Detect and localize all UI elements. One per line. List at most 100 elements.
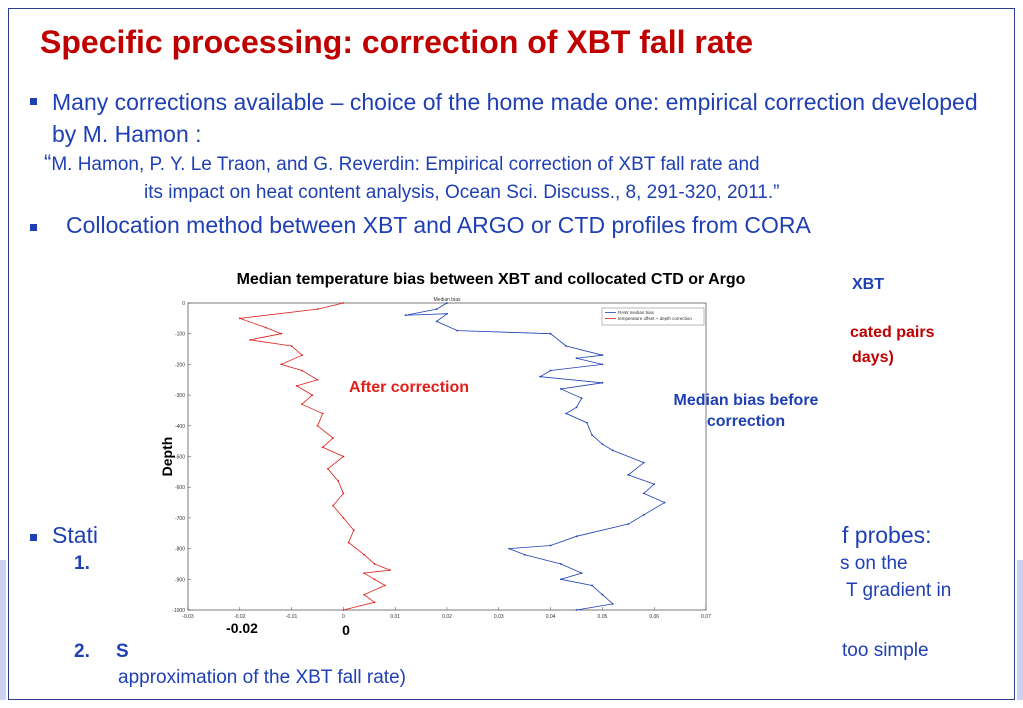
series-point xyxy=(373,578,376,581)
y-tick-label: -400 xyxy=(175,424,185,430)
y-axis-label: Depth xyxy=(159,437,175,477)
series-point xyxy=(264,326,267,329)
y-tick-label: -900 xyxy=(175,577,185,583)
item-2-initial: S xyxy=(116,641,129,662)
series-point xyxy=(663,501,666,504)
series-point xyxy=(326,467,329,470)
bias-chart: Median bias -0.03 -0.02 -0.01 0 0.01 0.02 0.03 0… xyxy=(159,297,711,638)
series-point xyxy=(342,609,345,611)
y-tick-label: -300 xyxy=(175,393,185,399)
big-xlabel-zero: 0 xyxy=(342,622,350,638)
series-point xyxy=(373,563,376,565)
series-point xyxy=(580,572,583,575)
y-tick-label: -700 xyxy=(175,516,185,522)
series-point xyxy=(321,446,324,449)
bullet-corrections: Many corrections available – choice of t… xyxy=(52,89,978,147)
series-point xyxy=(363,572,366,575)
item-2-continuation: approximation of the XBT fall rate) xyxy=(118,667,406,688)
series-point xyxy=(627,523,630,525)
y-tick-label: -500 xyxy=(175,455,185,461)
series-point xyxy=(435,320,438,323)
series-point xyxy=(280,332,283,335)
bullet-marker xyxy=(30,534,37,541)
series-point xyxy=(565,412,568,415)
series-point xyxy=(601,354,604,357)
big-xlabel-minus: -0.02 xyxy=(226,620,258,636)
series-point xyxy=(565,345,568,347)
x-tick-label: 0.04 xyxy=(546,614,556,620)
legend-box xyxy=(601,307,705,326)
series-point xyxy=(435,308,438,311)
x-tick-label: 0.02 xyxy=(442,614,452,620)
series-point xyxy=(280,363,283,366)
fragment-gradient: T gradient in xyxy=(846,580,952,601)
series-point xyxy=(601,381,604,384)
series-point xyxy=(642,492,645,495)
series-point xyxy=(560,388,562,390)
y-tick-label: 0 xyxy=(182,301,185,307)
x-tick-label: 0.05 xyxy=(598,614,608,620)
series-point xyxy=(549,369,552,372)
x-tick-label: -0.03 xyxy=(182,614,194,620)
series-point xyxy=(653,483,656,486)
series-line-raw xyxy=(405,302,666,611)
series-point xyxy=(238,317,241,320)
slide-title: Specific processing: correction of XBT f… xyxy=(40,24,754,60)
fragment-pairs: cated pairs xyxy=(850,324,935,341)
series-point xyxy=(575,609,578,611)
bullet-marker xyxy=(30,224,37,231)
series-point xyxy=(560,578,562,581)
fragment-on-the: s on the xyxy=(840,553,908,574)
series-point xyxy=(627,474,630,476)
series-point xyxy=(456,329,459,332)
series-point xyxy=(611,449,614,452)
item-number-2: 2. xyxy=(74,641,90,662)
series-point xyxy=(347,541,350,544)
series-point xyxy=(523,553,526,556)
series-point xyxy=(249,338,252,341)
annotation-before-line-2: correction xyxy=(706,413,786,430)
x-tick-label: 0.07 xyxy=(701,614,711,620)
series-point xyxy=(337,480,340,482)
fragment-xbt: XBT xyxy=(852,276,884,293)
series-point xyxy=(316,378,319,381)
series-point xyxy=(591,584,593,587)
reference-citation: “M. Hamon, P. Y. Le Traon, and G. Reverd… xyxy=(44,149,994,207)
fragment-too-simple: too simple xyxy=(842,640,929,661)
series-line-corrected xyxy=(239,302,391,611)
series-point xyxy=(332,504,334,507)
series-point xyxy=(363,553,366,556)
series-point xyxy=(342,455,345,458)
series-point xyxy=(642,513,645,516)
x-tick-label: 0 xyxy=(342,614,345,620)
series-point xyxy=(301,403,303,406)
series-point xyxy=(446,302,448,304)
x-tick-label: -0.01 xyxy=(286,614,298,620)
reference-line-1: M. Hamon, P. Y. Le Traon, and G. Reverdi… xyxy=(51,154,760,175)
annotation-after-correction: After correction xyxy=(348,379,470,396)
chart-panel: Median temperature bias between XBT and … xyxy=(146,263,836,640)
series-point xyxy=(342,302,345,304)
series-point xyxy=(389,569,391,571)
series-point xyxy=(363,593,366,596)
left-decor-strip xyxy=(0,560,6,700)
annotation-before-correction: Median bias before correction xyxy=(656,390,836,432)
x-tick-label: 0.03 xyxy=(494,614,504,620)
x-tick-label: -0.02 xyxy=(234,614,246,620)
y-tick-label: -100 xyxy=(175,332,185,338)
series-point xyxy=(601,593,604,596)
series-point xyxy=(549,544,552,547)
bullet-statistics: Stati xyxy=(52,522,99,548)
series-point xyxy=(585,421,588,424)
series-point xyxy=(642,461,645,464)
series-point xyxy=(290,345,293,347)
series-point xyxy=(352,529,355,532)
slide-frame xyxy=(8,8,1015,700)
series-point xyxy=(575,406,578,409)
series-point xyxy=(575,357,578,360)
right-decor-strip xyxy=(1017,560,1023,700)
x-tick-label: 0.06 xyxy=(649,614,659,620)
y-tick-label: -800 xyxy=(175,547,185,553)
series-point xyxy=(560,563,562,565)
fragment-probes: f probes: xyxy=(842,522,932,548)
